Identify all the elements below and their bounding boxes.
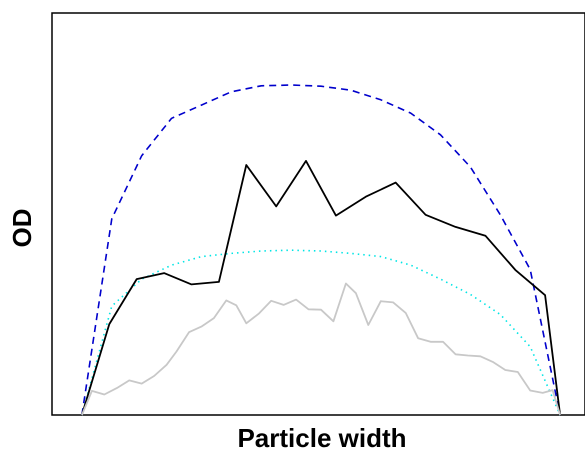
series-dashed-line (81, 84, 561, 416)
series-layer (81, 84, 561, 416)
x-axis-label: Particle width (237, 423, 406, 453)
plot-frame (51, 12, 585, 416)
series-black-line (81, 159, 561, 416)
y-axis-label: OD (7, 209, 37, 248)
series-dotted-line (81, 249, 561, 416)
series-gray-line (81, 282, 561, 416)
